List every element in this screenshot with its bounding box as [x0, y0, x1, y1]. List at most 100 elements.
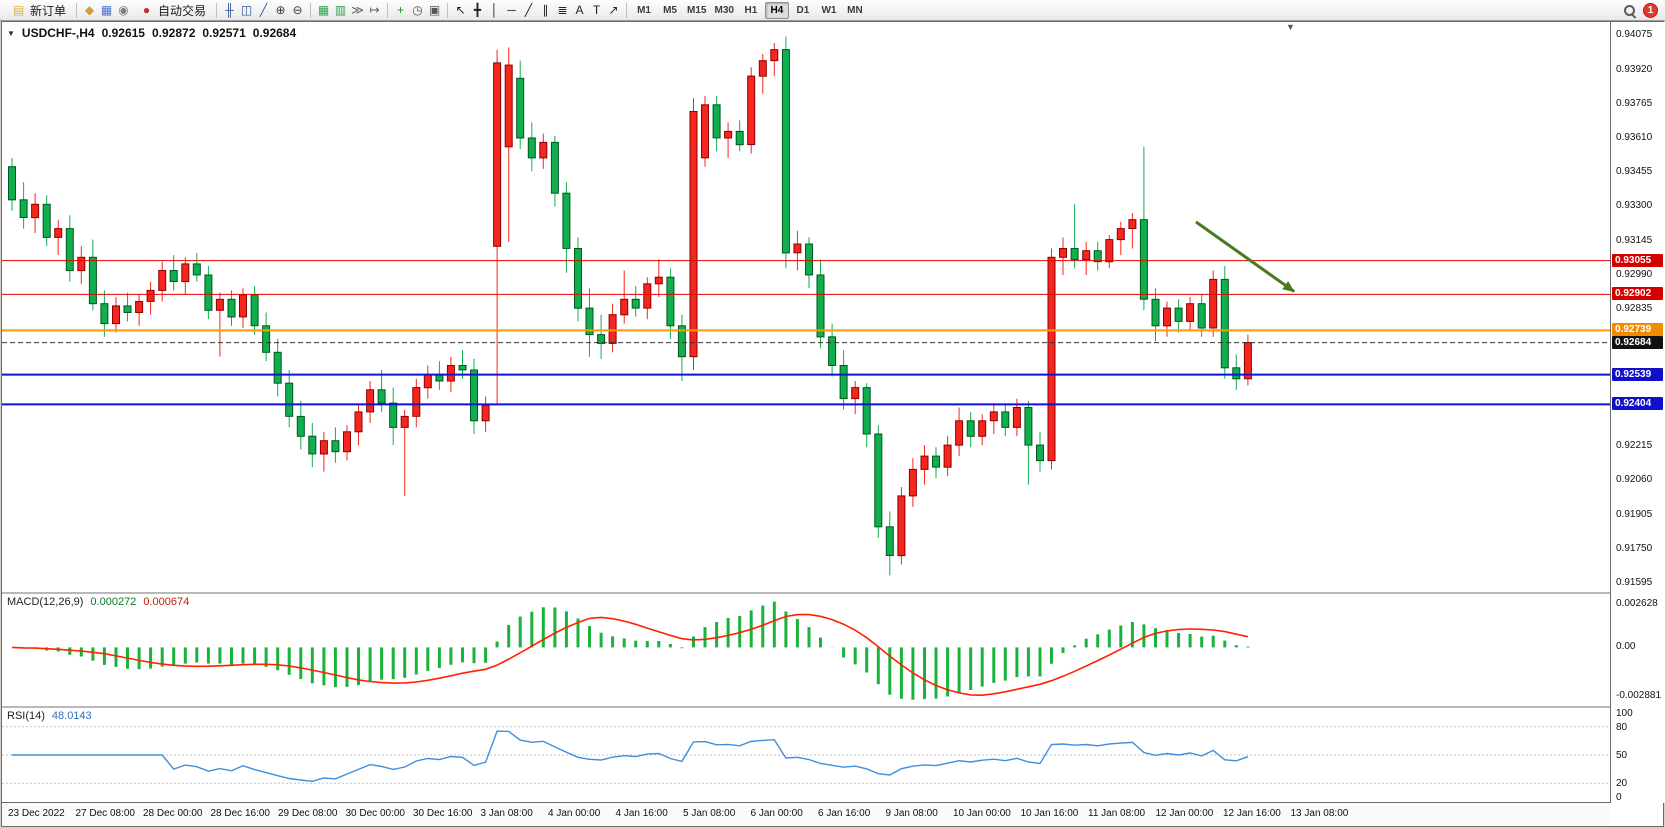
timeframe-group: M1 M5 M15 M30 H1 H4 D1 W1 MN	[631, 1, 868, 19]
candle	[31, 203, 40, 219]
candle	[1024, 407, 1033, 446]
auto-trading-button[interactable]: ● 自动交易	[132, 0, 212, 21]
candle	[955, 420, 964, 446]
period-clock-icon[interactable]: ◷	[412, 2, 423, 17]
horizontal-line-icon[interactable]: ─	[507, 2, 516, 17]
new-chart-icon[interactable]: ▥	[334, 2, 347, 17]
candle	[689, 111, 698, 358]
label-icon[interactable]: T	[592, 2, 601, 17]
line-chart-icon[interactable]: ╱	[259, 2, 268, 17]
tf-button-m5[interactable]: M5	[663, 4, 677, 16]
trendline-icon[interactable]: ╱	[524, 2, 533, 17]
macd-axis-min: -0.002881	[1616, 690, 1662, 701]
tf-button-d1[interactable]: D1	[796, 4, 810, 16]
bar-chart-icon[interactable]: ╫	[225, 2, 234, 17]
price-badge: 0.92684	[1612, 335, 1663, 349]
candle	[100, 303, 109, 325]
candle	[1174, 307, 1183, 322]
candle	[1105, 239, 1114, 263]
candle	[377, 389, 386, 404]
candle	[423, 373, 432, 389]
trend-arrow[interactable]	[1195, 220, 1295, 293]
time-label: 6 Jan 16:00	[818, 808, 871, 819]
arrow-tool-icon[interactable]: ↗	[608, 2, 619, 17]
notification-badge[interactable]: 1	[1643, 2, 1658, 18]
text-icon[interactable]: A	[575, 2, 584, 17]
data-window-icon[interactable]: ▦	[100, 2, 113, 17]
new-order-label: 新订单	[30, 3, 67, 18]
candle	[1128, 219, 1137, 229]
time-label: 13 Jan 08:00	[1290, 808, 1349, 819]
pane-separator[interactable]	[2, 706, 1663, 708]
time-label: 28 Dec 16:00	[210, 808, 271, 819]
candle	[550, 141, 559, 194]
cursor-icon[interactable]: ↖	[455, 2, 466, 17]
candle	[42, 203, 51, 238]
collapse-icon[interactable]: ▼	[7, 28, 15, 38]
time-label: 6 Jan 00:00	[750, 808, 803, 819]
market-watch-icon[interactable]: ◆	[84, 2, 95, 17]
macd-main-value: 0.000272	[90, 596, 137, 608]
tf-button-h1[interactable]: H1	[744, 4, 758, 16]
candle	[712, 104, 721, 139]
crosshair-icon[interactable]: ╋	[473, 2, 482, 17]
search-icon[interactable]	[1623, 4, 1636, 17]
tf-button-m30[interactable]: M30	[714, 4, 734, 16]
chart-shift-icon[interactable]: ↦	[369, 2, 380, 17]
time-label: 30 Dec 16:00	[413, 808, 473, 819]
candle	[1186, 303, 1195, 322]
time-label: 27 Dec 08:00	[75, 808, 136, 819]
candle	[1197, 303, 1206, 329]
tile-windows-icon[interactable]: ▦	[317, 2, 330, 17]
tf-button-m1[interactable]: M1	[637, 4, 651, 16]
candle	[458, 365, 467, 371]
candle	[1209, 278, 1218, 329]
candle-chart-icon[interactable]: ◫	[240, 2, 253, 17]
toolbar-group-objects: ↖ ╋ │ ─ ╱ ∥ ≣ A T ↗	[452, 2, 622, 19]
toolbar-group-windows: ▦ ▥ ≫ ↦	[315, 2, 383, 19]
candle	[1093, 250, 1102, 263]
candle	[215, 298, 224, 311]
auto-scroll-icon[interactable]: ≫	[351, 2, 364, 17]
time-axis[interactable]: 23 Dec 2022 27 Dec 08:00 28 Dec 00:00 28 De…	[2, 803, 1610, 826]
channel-icon[interactable]: ∥	[542, 2, 549, 17]
tf-button-h4[interactable]: H4	[764, 1, 789, 19]
candlestick-plot[interactable]	[2, 22, 1610, 592]
candle	[389, 402, 398, 428]
templates-icon[interactable]: ▣	[428, 2, 441, 17]
pane-separator[interactable]	[2, 592, 1663, 594]
zoom-in-icon[interactable]: ⊕	[275, 2, 286, 17]
candle	[585, 307, 594, 336]
indicators-icon[interactable]: +	[397, 2, 405, 17]
candle	[608, 314, 617, 344]
candle	[631, 298, 640, 309]
candle	[319, 440, 328, 455]
price-tick: 0.91905	[1616, 508, 1653, 520]
tf-button-w1[interactable]: W1	[821, 4, 837, 16]
price-tick: 0.92990	[1616, 268, 1653, 280]
tf-button-mn[interactable]: MN	[847, 4, 863, 16]
time-label: 9 Jan 08:00	[885, 808, 938, 819]
chart-shift-marker[interactable]: ▼	[1286, 22, 1295, 32]
price-axis[interactable]: 0.94075 0.93920 0.93765 0.93610 0.93455 0.933…	[1610, 22, 1665, 803]
candle	[112, 305, 120, 325]
candle	[285, 382, 294, 417]
price-badge: 0.92902	[1612, 287, 1663, 301]
sound-icon[interactable]: ◉	[118, 2, 129, 17]
candle	[204, 274, 213, 311]
candle	[366, 389, 375, 413]
tf-button-m15[interactable]: M15	[687, 4, 707, 16]
zoom-out-icon[interactable]: ⊖	[292, 2, 303, 17]
time-label: 29 Dec 08:00	[278, 808, 338, 819]
candle	[793, 243, 802, 254]
candle	[574, 248, 582, 309]
candle	[123, 305, 132, 313]
rsi-name: RSI(14)	[7, 710, 45, 722]
fibonacci-icon[interactable]: ≣	[557, 2, 568, 17]
macd-label: MACD(12,26,9) 0.000272 0.000674	[7, 596, 189, 608]
new-order-button[interactable]: ▤ 新订单	[4, 0, 72, 21]
vertical-line-icon[interactable]: │	[490, 2, 499, 17]
time-label: 3 Jan 08:00	[480, 808, 533, 819]
time-label: 10 Jan 00:00	[953, 808, 1011, 819]
candle	[504, 64, 513, 148]
